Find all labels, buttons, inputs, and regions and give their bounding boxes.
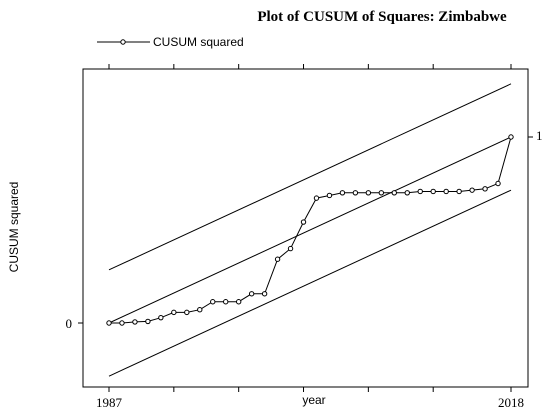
legend: CUSUM squared bbox=[97, 35, 244, 49]
chart-title: Plot of CUSUM of Squares: Zimbabwe bbox=[257, 9, 507, 25]
data-point bbox=[508, 134, 514, 140]
plot-frame bbox=[82, 68, 529, 388]
series-cusum-squared bbox=[106, 134, 514, 326]
bound-lower-line bbox=[108, 189, 512, 377]
data-point bbox=[287, 245, 294, 252]
data-point bbox=[404, 190, 410, 196]
legend-label: CUSUM squared bbox=[153, 35, 244, 49]
data-point bbox=[456, 188, 462, 195]
data-point bbox=[223, 299, 229, 305]
x-tick-label-end: 2018 bbox=[498, 395, 524, 410]
data-point bbox=[378, 190, 385, 196]
data-point bbox=[469, 187, 475, 193]
data-point bbox=[495, 180, 501, 187]
y-axis-label: CUSUM squared bbox=[7, 182, 21, 273]
x-axis-label: year bbox=[302, 393, 325, 407]
bound-upper-line bbox=[108, 83, 512, 271]
data-point bbox=[210, 299, 216, 305]
data-point bbox=[197, 307, 203, 313]
data-point bbox=[184, 309, 190, 316]
bound-center-line bbox=[108, 136, 512, 324]
data-point bbox=[119, 320, 125, 326]
data-point bbox=[430, 188, 436, 195]
data-point bbox=[132, 319, 138, 325]
data-point bbox=[443, 188, 449, 195]
y-tick-label-left-0: 0 bbox=[66, 316, 73, 331]
data-point bbox=[326, 192, 333, 199]
data-point bbox=[106, 320, 112, 326]
data-point bbox=[158, 314, 164, 321]
data-point bbox=[339, 190, 346, 196]
data-point bbox=[171, 309, 177, 316]
data-point bbox=[261, 291, 268, 297]
legend-marker-swatch bbox=[120, 39, 126, 45]
data-point bbox=[417, 188, 423, 195]
significance-bounds bbox=[108, 83, 512, 377]
x-tick-label-start: 1987 bbox=[96, 395, 123, 410]
data-point bbox=[235, 299, 242, 305]
y-axis-ticks bbox=[78, 136, 533, 324]
data-point bbox=[248, 291, 255, 297]
data-point bbox=[482, 186, 488, 192]
x-axis-ticks bbox=[108, 64, 512, 392]
data-point bbox=[391, 190, 397, 196]
y-tick-label-right-1: 1 bbox=[536, 128, 543, 143]
data-point bbox=[313, 195, 320, 201]
data-point bbox=[352, 190, 359, 196]
data-point bbox=[300, 219, 307, 225]
data-point bbox=[274, 256, 281, 262]
data-point bbox=[365, 190, 372, 196]
data-point bbox=[145, 318, 151, 325]
